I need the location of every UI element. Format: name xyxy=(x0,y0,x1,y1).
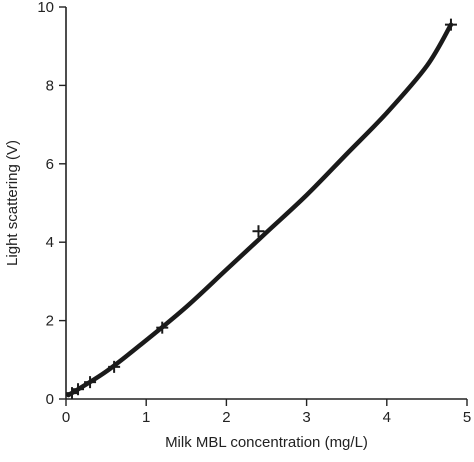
y-tick-label: 0 xyxy=(46,391,54,408)
x-tick-label: 2 xyxy=(222,409,230,426)
x-tick-label: 1 xyxy=(142,409,150,426)
x-tick-label: 3 xyxy=(302,409,310,426)
y-tick-label: 4 xyxy=(46,234,54,251)
axes: 0 1 2 3 4 5 0 2 4 6 8 10 xyxy=(37,0,471,426)
fit-curve-group xyxy=(66,22,454,398)
data-point xyxy=(444,18,457,31)
x-tick-label: 5 xyxy=(463,409,471,426)
data-point xyxy=(84,376,97,389)
x-axis-title: Milk MBL concentration (mg/L) xyxy=(165,434,368,451)
y-tick-label: 8 xyxy=(46,77,54,94)
fit-curve xyxy=(66,22,454,398)
data-point xyxy=(156,321,169,334)
data-point xyxy=(252,225,265,238)
y-axis-title: Light scattering (V) xyxy=(4,140,21,266)
y-tick-label: 2 xyxy=(46,313,54,330)
y-tick-label: 10 xyxy=(37,0,54,16)
data-point xyxy=(72,383,85,396)
x-tick-label: 0 xyxy=(62,409,70,426)
data-point xyxy=(66,387,79,400)
data-points xyxy=(66,18,457,400)
x-tick-label: 4 xyxy=(383,409,391,426)
data-point xyxy=(108,360,121,373)
y-tick-label: 6 xyxy=(46,156,54,173)
